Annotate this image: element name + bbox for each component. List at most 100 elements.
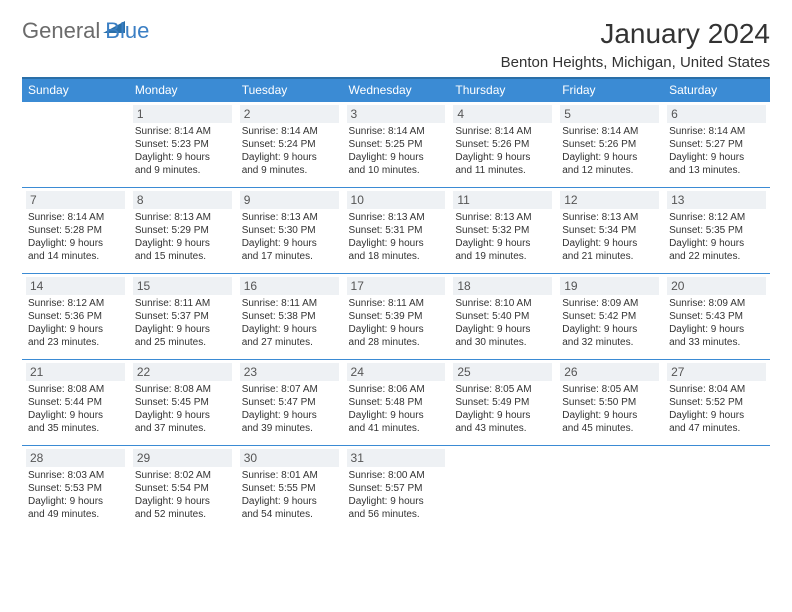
calendar-cell: 2Sunrise: 8:14 AMSunset: 5:24 PMDaylight…: [236, 102, 343, 188]
daylight-line-2: and 10 minutes.: [347, 164, 446, 177]
daylight-line-1: Daylight: 9 hours: [453, 323, 552, 336]
calendar-cell: 29Sunrise: 8:02 AMSunset: 5:54 PMDayligh…: [129, 446, 236, 532]
daylight-line-2: and 9 minutes.: [133, 164, 232, 177]
logo: General Blue: [22, 18, 149, 44]
daylight-line-1: Daylight: 9 hours: [667, 409, 766, 422]
sunset-line: Sunset: 5:26 PM: [560, 138, 659, 151]
daylight-line-1: Daylight: 9 hours: [26, 409, 125, 422]
sunset-line: Sunset: 5:34 PM: [560, 224, 659, 237]
sunrise-line: Sunrise: 8:13 AM: [560, 211, 659, 224]
day-header: Sunday: [22, 78, 129, 102]
sunset-line: Sunset: 5:47 PM: [240, 396, 339, 409]
daylight-line-2: and 30 minutes.: [453, 336, 552, 349]
month-title: January 2024: [501, 18, 770, 50]
sunrise-line: Sunrise: 8:13 AM: [240, 211, 339, 224]
sunset-line: Sunset: 5:25 PM: [347, 138, 446, 151]
daylight-line-2: and 45 minutes.: [560, 422, 659, 435]
daylight-line-1: Daylight: 9 hours: [133, 495, 232, 508]
calendar-cell: 25Sunrise: 8:05 AMSunset: 5:49 PMDayligh…: [449, 360, 556, 446]
daylight-line-1: Daylight: 9 hours: [453, 237, 552, 250]
daylight-line-1: Daylight: 9 hours: [133, 237, 232, 250]
day-number: 27: [667, 363, 766, 381]
sunrise-line: Sunrise: 8:03 AM: [26, 469, 125, 482]
daylight-line-1: Daylight: 9 hours: [453, 409, 552, 422]
day-number: 1: [133, 105, 232, 123]
daylight-line-1: Daylight: 9 hours: [26, 323, 125, 336]
sunset-line: Sunset: 5:26 PM: [453, 138, 552, 151]
day-number: 31: [347, 449, 446, 467]
daylight-line-2: and 43 minutes.: [453, 422, 552, 435]
logo-word-blue: Blue: [105, 18, 149, 44]
calendar-cell: [556, 446, 663, 532]
title-block: January 2024 Benton Heights, Michigan, U…: [501, 18, 770, 71]
daylight-line-1: Daylight: 9 hours: [667, 323, 766, 336]
sunrise-line: Sunrise: 8:05 AM: [453, 383, 552, 396]
day-number: 14: [26, 277, 125, 295]
day-number: 7: [26, 191, 125, 209]
day-number: 30: [240, 449, 339, 467]
calendar-week-row: 21Sunrise: 8:08 AMSunset: 5:44 PMDayligh…: [22, 360, 770, 446]
sunset-line: Sunset: 5:48 PM: [347, 396, 446, 409]
daylight-line-2: and 54 minutes.: [240, 508, 339, 521]
daylight-line-1: Daylight: 9 hours: [347, 409, 446, 422]
sunrise-line: Sunrise: 8:07 AM: [240, 383, 339, 396]
daylight-line-2: and 27 minutes.: [240, 336, 339, 349]
calendar-cell: 6 Sunrise: 8:14 AMSunset: 5:27 PMDaylight…: [663, 102, 770, 188]
day-number: 12: [560, 191, 659, 209]
sunset-line: Sunset: 5:50 PM: [560, 396, 659, 409]
calendar-week-row: 1Sunrise: 8:14 AMSunset: 5:23 PMDaylight…: [22, 102, 770, 188]
daylight-line-2: and 18 minutes.: [347, 250, 446, 263]
daylight-line-2: and 15 minutes.: [133, 250, 232, 263]
calendar-cell: 5Sunrise: 8:14 AMSunset: 5:26 PMDaylight…: [556, 102, 663, 188]
daylight-line-1: Daylight: 9 hours: [560, 409, 659, 422]
day-number: 6: [667, 105, 766, 123]
sunrise-line: Sunrise: 8:10 AM: [453, 297, 552, 310]
sunrise-line: Sunrise: 8:00 AM: [347, 469, 446, 482]
day-number: 20: [667, 277, 766, 295]
calendar-cell: [22, 102, 129, 188]
sunset-line: Sunset: 5:27 PM: [667, 138, 766, 151]
day-header: Thursday: [449, 78, 556, 102]
sunset-line: Sunset: 5:40 PM: [453, 310, 552, 323]
day-number: 16: [240, 277, 339, 295]
calendar-table: SundayMondayTuesdayWednesdayThursdayFrid…: [22, 77, 770, 531]
calendar-cell: [663, 446, 770, 532]
calendar-week-row: 14Sunrise: 8:12 AMSunset: 5:36 PMDayligh…: [22, 274, 770, 360]
calendar-cell: 7Sunrise: 8:14 AMSunset: 5:28 PMDaylight…: [22, 188, 129, 274]
day-number: 23: [240, 363, 339, 381]
sunrise-line: Sunrise: 8:09 AM: [667, 297, 766, 310]
sunrise-line: Sunrise: 8:05 AM: [560, 383, 659, 396]
day-number: 26: [560, 363, 659, 381]
daylight-line-2: and 49 minutes.: [26, 508, 125, 521]
daylight-line-2: and 37 minutes.: [133, 422, 232, 435]
daylight-line-2: and 32 minutes.: [560, 336, 659, 349]
daylight-line-1: Daylight: 9 hours: [667, 151, 766, 164]
daylight-line-1: Daylight: 9 hours: [667, 237, 766, 250]
day-header: Saturday: [663, 78, 770, 102]
sunset-line: Sunset: 5:29 PM: [133, 224, 232, 237]
day-number: 29: [133, 449, 232, 467]
day-number: 9: [240, 191, 339, 209]
calendar-cell: 17Sunrise: 8:11 AMSunset: 5:39 PMDayligh…: [343, 274, 450, 360]
calendar-cell: 28Sunrise: 8:03 AMSunset: 5:53 PMDayligh…: [22, 446, 129, 532]
sunset-line: Sunset: 5:38 PM: [240, 310, 339, 323]
daylight-line-1: Daylight: 9 hours: [240, 409, 339, 422]
sunrise-line: Sunrise: 8:14 AM: [667, 125, 766, 138]
calendar-cell: 11Sunrise: 8:13 AMSunset: 5:32 PMDayligh…: [449, 188, 556, 274]
sunset-line: Sunset: 5:53 PM: [26, 482, 125, 495]
sunrise-line: Sunrise: 8:01 AM: [240, 469, 339, 482]
sunrise-line: Sunrise: 8:04 AM: [667, 383, 766, 396]
daylight-line-1: Daylight: 9 hours: [347, 237, 446, 250]
sunrise-line: Sunrise: 8:13 AM: [453, 211, 552, 224]
calendar-cell: 1Sunrise: 8:14 AMSunset: 5:23 PMDaylight…: [129, 102, 236, 188]
day-number: 5: [560, 105, 659, 123]
sunrise-line: Sunrise: 8:14 AM: [560, 125, 659, 138]
calendar-cell: 10Sunrise: 8:13 AMSunset: 5:31 PMDayligh…: [343, 188, 450, 274]
day-number: 21: [26, 363, 125, 381]
sunrise-line: Sunrise: 8:08 AM: [26, 383, 125, 396]
sunset-line: Sunset: 5:30 PM: [240, 224, 339, 237]
daylight-line-1: Daylight: 9 hours: [560, 323, 659, 336]
day-header: Wednesday: [343, 78, 450, 102]
day-header: Tuesday: [236, 78, 343, 102]
sunset-line: Sunset: 5:31 PM: [347, 224, 446, 237]
